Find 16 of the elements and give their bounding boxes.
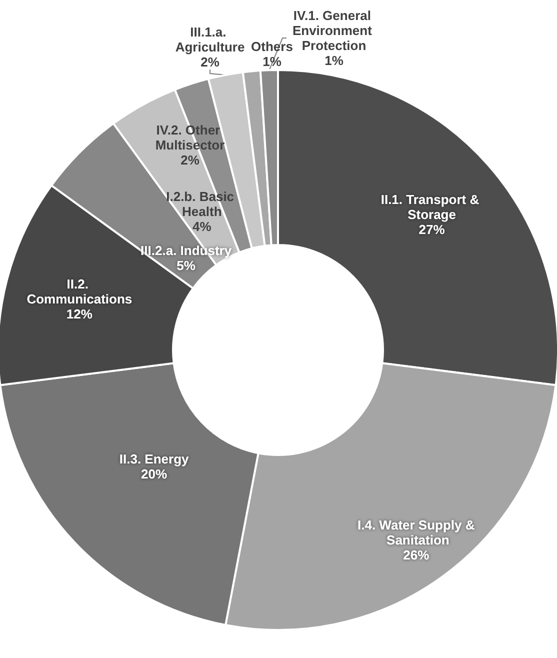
slice-label: II.3. Energy xyxy=(119,451,190,466)
data-label: 26% xyxy=(403,548,430,563)
data-label: 2% xyxy=(200,54,220,70)
slice-label: II.1. Transport & Storage xyxy=(380,192,483,222)
data-label: 2% xyxy=(180,152,200,168)
data-label: 27% xyxy=(418,222,446,237)
data-label: 4% xyxy=(192,219,212,234)
data-label: 12% xyxy=(66,306,93,322)
slice-label: I.4. Water Supply & Sanitation xyxy=(357,518,475,548)
slice-label: II.2. Communications xyxy=(26,276,132,307)
slice-label: III.1.a. Agriculture xyxy=(175,24,245,54)
data-label: 5% xyxy=(176,258,196,274)
data-label: 20% xyxy=(141,466,168,482)
data-label: 1% xyxy=(324,53,344,68)
slice-label: I.2.b. Basic Health xyxy=(166,189,238,220)
slice-label: IV.1. General Environment Protection xyxy=(292,8,376,53)
